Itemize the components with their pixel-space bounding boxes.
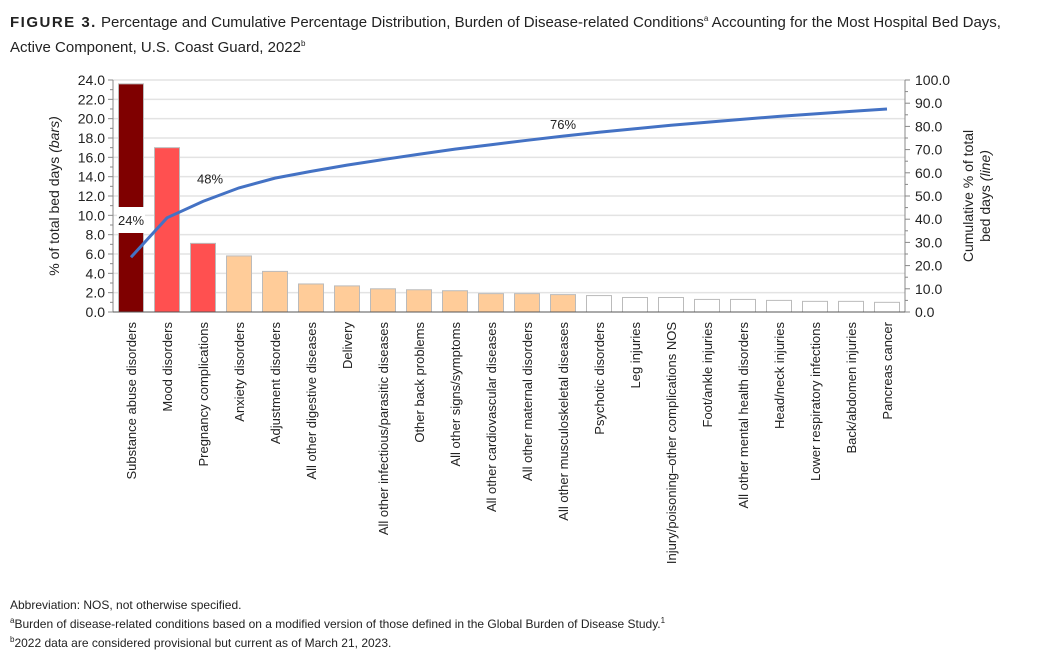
annotation-label: 24% — [118, 213, 144, 228]
footnote-a-ref: 1 — [660, 616, 666, 625]
annotation-label: 48% — [197, 171, 223, 186]
cumulative-line — [129, 107, 888, 259]
bar-14 — [622, 297, 648, 313]
bar-3 — [226, 255, 252, 313]
right-tick-label: 20.0 — [915, 258, 942, 274]
category-label: All other musculoskeletal diseases — [556, 322, 571, 521]
category-label: All other maternal disorders — [520, 322, 535, 481]
left-tick-label: 18.0 — [78, 130, 105, 146]
left-tick-label: 4.0 — [86, 265, 106, 281]
bar-10 — [478, 293, 504, 313]
right-axis-title-2: bed days (line) — [977, 150, 993, 242]
category-label: Back/abdomen injuries — [844, 322, 859, 454]
annotation-label: 76% — [550, 117, 576, 132]
bar-4 — [262, 270, 288, 313]
category-label: Lower respiratory infections — [808, 322, 823, 481]
right-tick-label: 50.0 — [915, 188, 942, 204]
left-tick-label: 12.0 — [78, 188, 105, 204]
category-label: Pregnancy complications — [196, 322, 211, 467]
left-tick-label: 22.0 — [78, 91, 105, 107]
category-label: Substance abuse disorders — [124, 322, 139, 480]
bar-11 — [514, 293, 540, 313]
bar-18 — [766, 299, 792, 313]
bar-16 — [694, 298, 720, 313]
left-tick-label: 8.0 — [86, 227, 106, 243]
right-tick-label: 100.0 — [915, 72, 950, 88]
figure-label: FIGURE 3. — [10, 14, 97, 31]
category-label: Psychotic disorders — [592, 322, 607, 435]
bar-21 — [874, 301, 900, 313]
left-tick-label: 2.0 — [86, 285, 106, 301]
bar-19 — [802, 300, 828, 313]
category-label: Foot/ankle injuries — [700, 322, 715, 428]
bar-9 — [442, 290, 468, 313]
title-text: Percentage and Cumulative Percentage Dis… — [101, 14, 704, 31]
bar-5 — [298, 283, 324, 313]
right-tick-label: 10.0 — [915, 281, 942, 297]
left-tick-label: 20.0 — [78, 111, 105, 127]
figure-title: FIGURE 3. Percentage and Cumulative Perc… — [10, 8, 1040, 58]
category-label: Delivery — [340, 322, 355, 369]
right-tick-label: 70.0 — [915, 142, 942, 158]
left-tick-label: 0.0 — [86, 304, 106, 320]
right-tick-label: 60.0 — [915, 165, 942, 181]
bar-15 — [658, 297, 684, 313]
category-label: Pancreas cancer — [880, 321, 895, 419]
footnote-a-text: Burden of disease-related conditions bas… — [14, 617, 661, 631]
right-axis-title-1: Cumulative % of total — [960, 130, 976, 262]
bar-2 — [190, 242, 216, 313]
bar-6 — [334, 285, 360, 313]
category-label: Anxiety disorders — [232, 322, 247, 422]
footnote-b-text: 2022 data are considered provisional but… — [14, 636, 392, 650]
left-tick-label: 14.0 — [78, 169, 105, 185]
abbreviation-note: Abbreviation: NOS, not otherwise specifi… — [10, 598, 242, 612]
footnote-b-mark: b — [10, 635, 15, 644]
right-tick-label: 90.0 — [915, 95, 942, 111]
title-sup-b: b — [300, 39, 306, 48]
bar-0 — [118, 83, 144, 313]
pareto-chart: 0.0 2.0 4.0 6.0 8.0 10.0 12.0 14.0 16.0 18.0 20.0 2… — [46, 72, 993, 564]
footnote-a-mark: a — [10, 616, 15, 625]
category-label: All other mental health disorders — [736, 322, 751, 509]
bar-17 — [730, 298, 756, 313]
left-axis-title: % of total bed days (bars) — [46, 116, 62, 276]
category-label: Leg injuries — [628, 322, 643, 389]
category-label: All other digestive diseases — [304, 322, 319, 480]
right-tick-label: 30.0 — [915, 234, 942, 250]
title-text-2: Accounting for the Most Hospital Bed Day… — [10, 14, 1001, 56]
category-label: Head/neck injuries — [772, 322, 787, 429]
bar-13 — [586, 295, 612, 313]
bar-20 — [838, 300, 864, 313]
footnote-b: b2022 data are considered provisional bu… — [10, 632, 665, 651]
footnote-a: aBurden of disease-related conditions ba… — [10, 613, 665, 632]
annotation-bg — [117, 207, 145, 233]
left-tick-label: 24.0 — [78, 72, 105, 88]
right-tick-label: 80.0 — [915, 118, 942, 134]
title-sup-a: a — [703, 14, 709, 23]
left-tick-label: 10.0 — [78, 207, 105, 223]
category-label: All other infectious/parasitic diseases — [376, 322, 391, 536]
bar-1 — [154, 147, 180, 313]
category-label: All other signs/symptoms — [448, 322, 463, 467]
bar-12 — [550, 294, 576, 313]
right-tick-label: 40.0 — [915, 211, 942, 227]
category-label: Other back problems — [412, 322, 427, 443]
right-tick-label: 0.0 — [915, 304, 935, 320]
category-label: All other cardiovascular diseases — [484, 322, 499, 513]
bar-7 — [370, 288, 396, 313]
category-label: Injury/poisoning–other complications NOS — [664, 322, 679, 564]
left-tick-label: 6.0 — [86, 246, 106, 262]
bar-8 — [406, 289, 432, 313]
left-tick-label: 16.0 — [78, 149, 105, 165]
category-label: Adjustment disorders — [268, 322, 283, 445]
footnotes: Abbreviation: NOS, not otherwise specifi… — [10, 597, 665, 651]
category-label: Mood disorders — [160, 322, 175, 412]
